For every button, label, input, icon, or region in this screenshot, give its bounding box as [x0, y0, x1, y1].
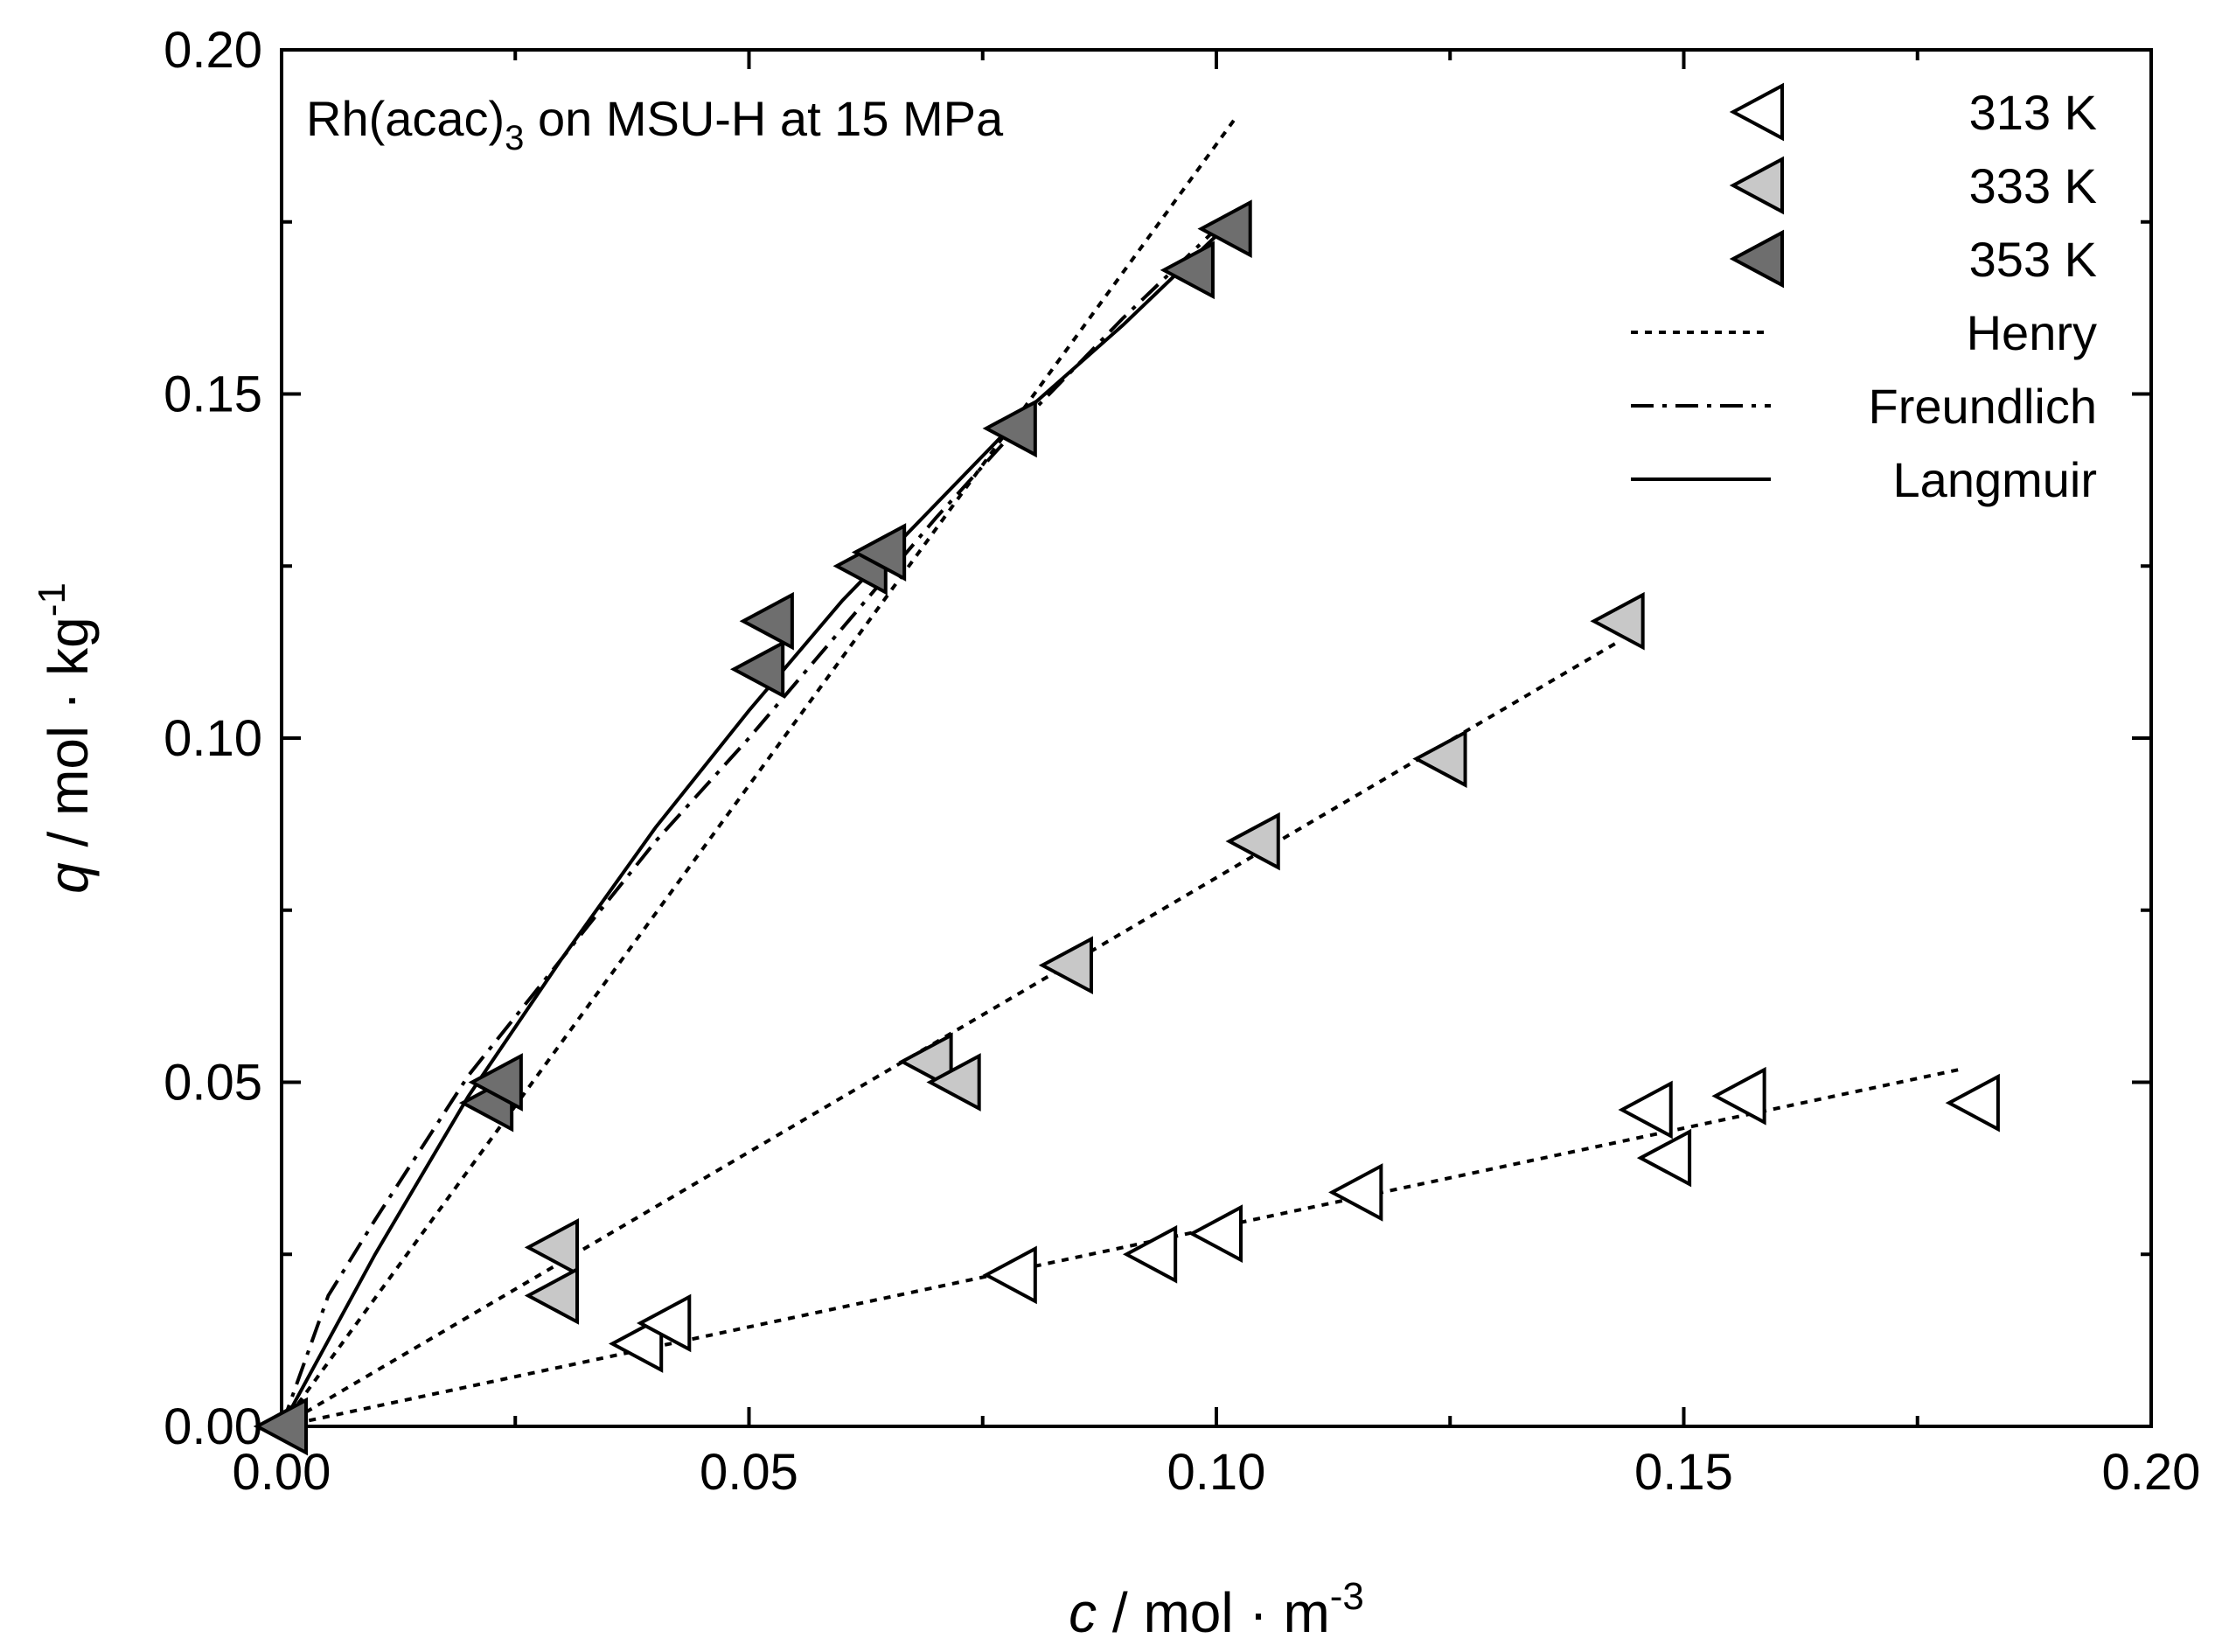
data-point-313-k	[1945, 1073, 2000, 1133]
data-point-333-k	[524, 1218, 580, 1277]
data-point-313-k	[1711, 1066, 1766, 1126]
data-point-333-k	[1225, 812, 1280, 871]
data-point-353-k	[1160, 240, 1215, 300]
data-point-333-k	[926, 1053, 981, 1112]
data-point-353-k	[1197, 199, 1252, 258]
legend-marker-333-k	[1729, 156, 1784, 215]
fit-line-langmuir-353-k	[280, 234, 1218, 1427]
y-tick-label: 0.20	[164, 22, 262, 79]
y-tick-label: 0.05	[164, 1055, 262, 1112]
data-point-313-k	[1618, 1080, 1673, 1140]
data-point-313-k	[608, 1314, 664, 1373]
axis-ticks: 0.00 0.05 0.10 0.15 0.20 0.00 0.05 0.10 0.15 0.20	[164, 22, 2200, 1501]
data-markers	[253, 199, 2000, 1456]
data-point-333-k	[1590, 591, 1645, 651]
legend-label-langmuir: Langmuir	[1893, 452, 2097, 507]
data-point-313-k	[1188, 1204, 1243, 1263]
fit-lines	[280, 117, 1965, 1428]
data-point-353-k	[982, 399, 1037, 458]
data-point-313-k	[637, 1293, 692, 1353]
data-point-333-k	[1412, 729, 1467, 788]
x-tick-label: 0.10	[1167, 1444, 1266, 1501]
y-tick-label: 0.00	[164, 1398, 262, 1455]
legend-marker-313-k	[1729, 82, 1784, 142]
y-tick-label: 0.15	[164, 366, 262, 423]
legend-marker-353-k	[1729, 229, 1784, 289]
x-axis-title: c / mol · m-3	[1069, 1575, 1364, 1644]
x-tick-label: 0.00	[233, 1444, 331, 1501]
data-point-313-k	[1122, 1224, 1178, 1284]
data-point-353-k	[253, 1397, 308, 1456]
fit-line-freundlich-353-k	[280, 227, 1218, 1427]
data-point-353-k	[851, 523, 907, 582]
y-tick-label: 0.10	[164, 710, 262, 767]
legend-label-313-k: 313 K	[1969, 85, 2097, 140]
x-tick-label: 0.05	[700, 1444, 798, 1501]
inset-title: Rh(acac)3 on MSU-H at 15 MPa	[306, 91, 1004, 157]
data-point-333-k	[524, 1266, 580, 1325]
data-point-353-k	[739, 591, 794, 651]
data-point-313-k	[982, 1245, 1037, 1305]
legend-label-henry: Henry	[1967, 305, 2097, 360]
data-point-333-k	[1038, 936, 1093, 995]
data-point-333-k	[898, 1032, 953, 1091]
legend-label-353-k: 353 K	[1969, 232, 2097, 287]
legend-label-333-k: 333 K	[1969, 158, 2097, 213]
data-point-313-k	[1636, 1128, 1692, 1188]
data-point-313-k	[1328, 1163, 1383, 1222]
data-point-353-k	[468, 1053, 523, 1112]
y-axis-title: q / mol · kg-1	[31, 582, 100, 894]
x-tick-label: 0.15	[1634, 1444, 1733, 1501]
legend: 313 K 333 K 353 K Henry Freundlich Langmuir	[1631, 82, 2097, 507]
legend-label-freundlich: Freundlich	[1869, 379, 2097, 434]
x-tick-label: 0.20	[2102, 1444, 2201, 1501]
fit-line-henry-313-k	[281, 1066, 1965, 1428]
fit-line-henry-353-k	[280, 117, 1237, 1428]
data-point-353-k	[729, 639, 785, 699]
